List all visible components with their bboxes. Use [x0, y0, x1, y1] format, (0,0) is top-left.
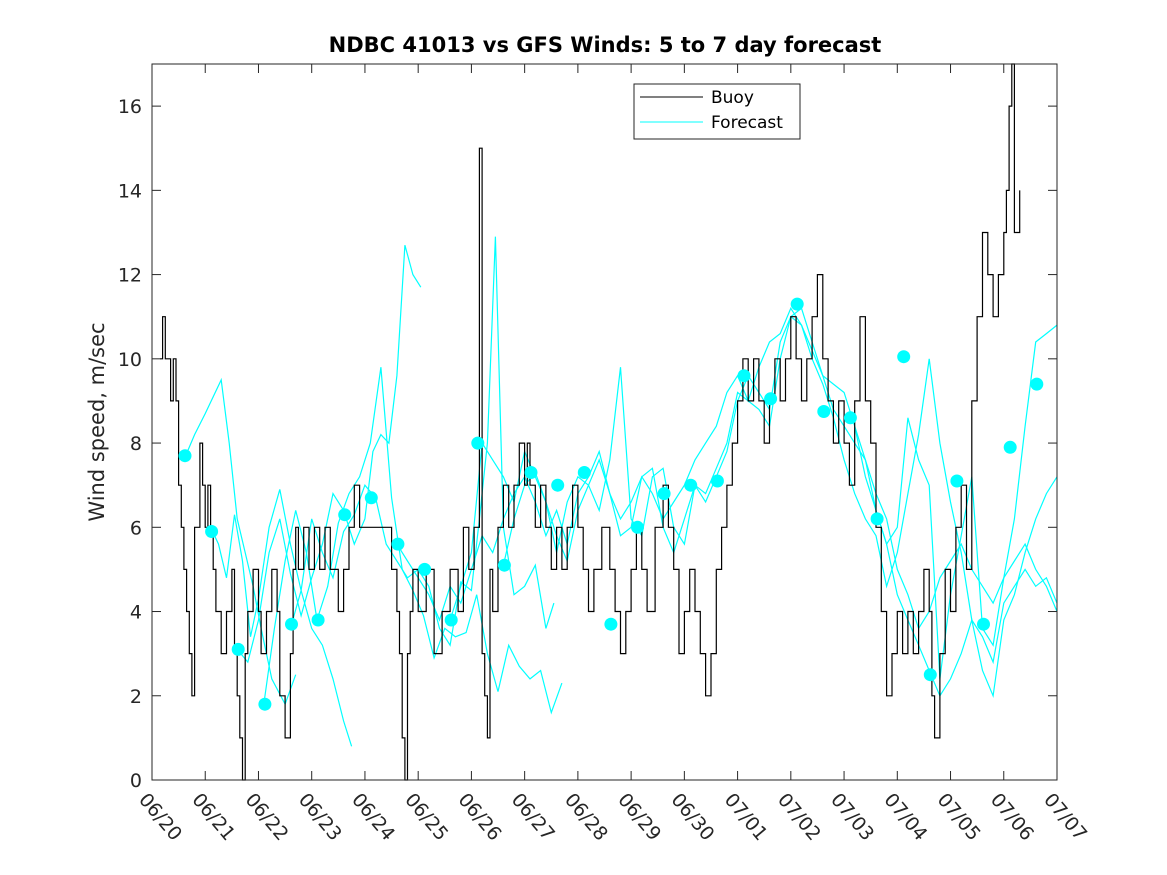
x-tick-label: 07/03: [826, 789, 878, 845]
forecast-marker: [471, 436, 485, 450]
forecast-marker: [870, 512, 884, 526]
forecast-marker: [178, 449, 192, 463]
y-tick-label: 4: [130, 602, 142, 624]
plot-background: [152, 64, 1057, 780]
forecast-marker: [604, 617, 618, 631]
y-tick-label: 10: [118, 349, 142, 371]
x-tick-label: 06/21: [187, 789, 239, 845]
x-tick-label: 06/29: [613, 789, 665, 845]
forecast-marker: [524, 466, 538, 479]
forecast-series-line: [449, 307, 1058, 699]
forecast-marker: [843, 411, 857, 425]
x-tick-label: 06/20: [134, 789, 186, 845]
forecast-marker: [710, 474, 724, 488]
x-tick-label: 06/23: [294, 789, 346, 845]
legend-label-buoy: Buoy: [711, 88, 754, 108]
forecast-marker: [631, 520, 644, 534]
x-tick-label: 07/02: [773, 789, 825, 845]
plot-area: [151, 63, 1058, 781]
chart-title: NDBC 41013 vs GFS Winds: 5 to 7 day fore…: [329, 33, 882, 57]
forecast-marker: [364, 491, 378, 505]
forecast-marker: [737, 369, 751, 383]
forecast-marker: [497, 558, 511, 572]
y-tick-label: 8: [130, 433, 142, 455]
x-tick-label: 06/30: [667, 789, 719, 845]
forecast-marker: [418, 562, 432, 576]
y-tick-label: 12: [118, 265, 142, 287]
y-axis: 0 2 4 6 8 10 12 14 16: [118, 96, 1057, 792]
forecast-marker: [338, 508, 352, 522]
forecast-marker: [897, 350, 911, 364]
y-tick-label: 14: [118, 180, 142, 202]
forecast-series-line: [210, 489, 353, 747]
forecast-markers: [178, 297, 1044, 711]
forecast-marker: [285, 617, 298, 631]
forecast-marker: [950, 474, 964, 488]
forecast-marker: [790, 297, 804, 311]
plot-border: [151, 63, 1058, 781]
forecast-marker: [577, 466, 591, 479]
forecast-marker: [1003, 440, 1017, 454]
forecast-marker: [391, 537, 405, 551]
forecast-marker: [551, 478, 565, 492]
y-axis-label: Wind speed, m/sec: [85, 322, 109, 521]
forecast-marker: [205, 525, 219, 538]
forecast-series-line: [183, 377, 297, 706]
forecast-marker: [764, 392, 778, 406]
y-tick-label: 2: [130, 686, 142, 708]
x-tick-label: 06/28: [560, 789, 612, 845]
x-tick-label: 06/27: [507, 789, 559, 845]
x-tick-label: 06/24: [347, 789, 399, 845]
x-tick-label: 07/05: [933, 789, 985, 845]
forecast-series-line: [289, 236, 555, 647]
forecast-marker: [258, 697, 272, 711]
x-tick-label: 07/04: [879, 789, 931, 845]
forecast-series-line: [236, 244, 422, 664]
x-tick-label: 07/01: [720, 789, 772, 845]
forecast-marker: [684, 478, 698, 492]
forecast-marker: [444, 613, 458, 627]
forecast-marker: [657, 487, 671, 501]
y-tick-label: 0: [130, 770, 142, 792]
x-tick-label: 06/26: [454, 789, 506, 845]
forecast-marker: [923, 668, 937, 682]
x-tick-label: 07/07: [1039, 789, 1091, 845]
forecast-series-line: [502, 315, 1058, 665]
y-tick-label: 6: [130, 517, 142, 539]
legend: Buoy Forecast: [633, 83, 801, 140]
buoy-line: [160, 63, 1021, 781]
forecast-marker: [231, 642, 245, 656]
x-tick-label: 06/22: [241, 789, 293, 845]
forecast-marker: [1030, 377, 1044, 391]
forecast-marker: [311, 613, 325, 627]
forecast-marker: [977, 617, 990, 631]
forecast-series-line: [396, 307, 1058, 630]
x-tick-label: 06/25: [400, 789, 452, 845]
buoy-series-line: [160, 63, 1021, 781]
forecast-marker: [817, 405, 831, 418]
legend-label-forecast: Forecast: [711, 113, 783, 133]
legend-box: [633, 83, 801, 140]
y-tick-label: 16: [118, 96, 142, 118]
x-tick-label: 07/06: [986, 789, 1038, 845]
